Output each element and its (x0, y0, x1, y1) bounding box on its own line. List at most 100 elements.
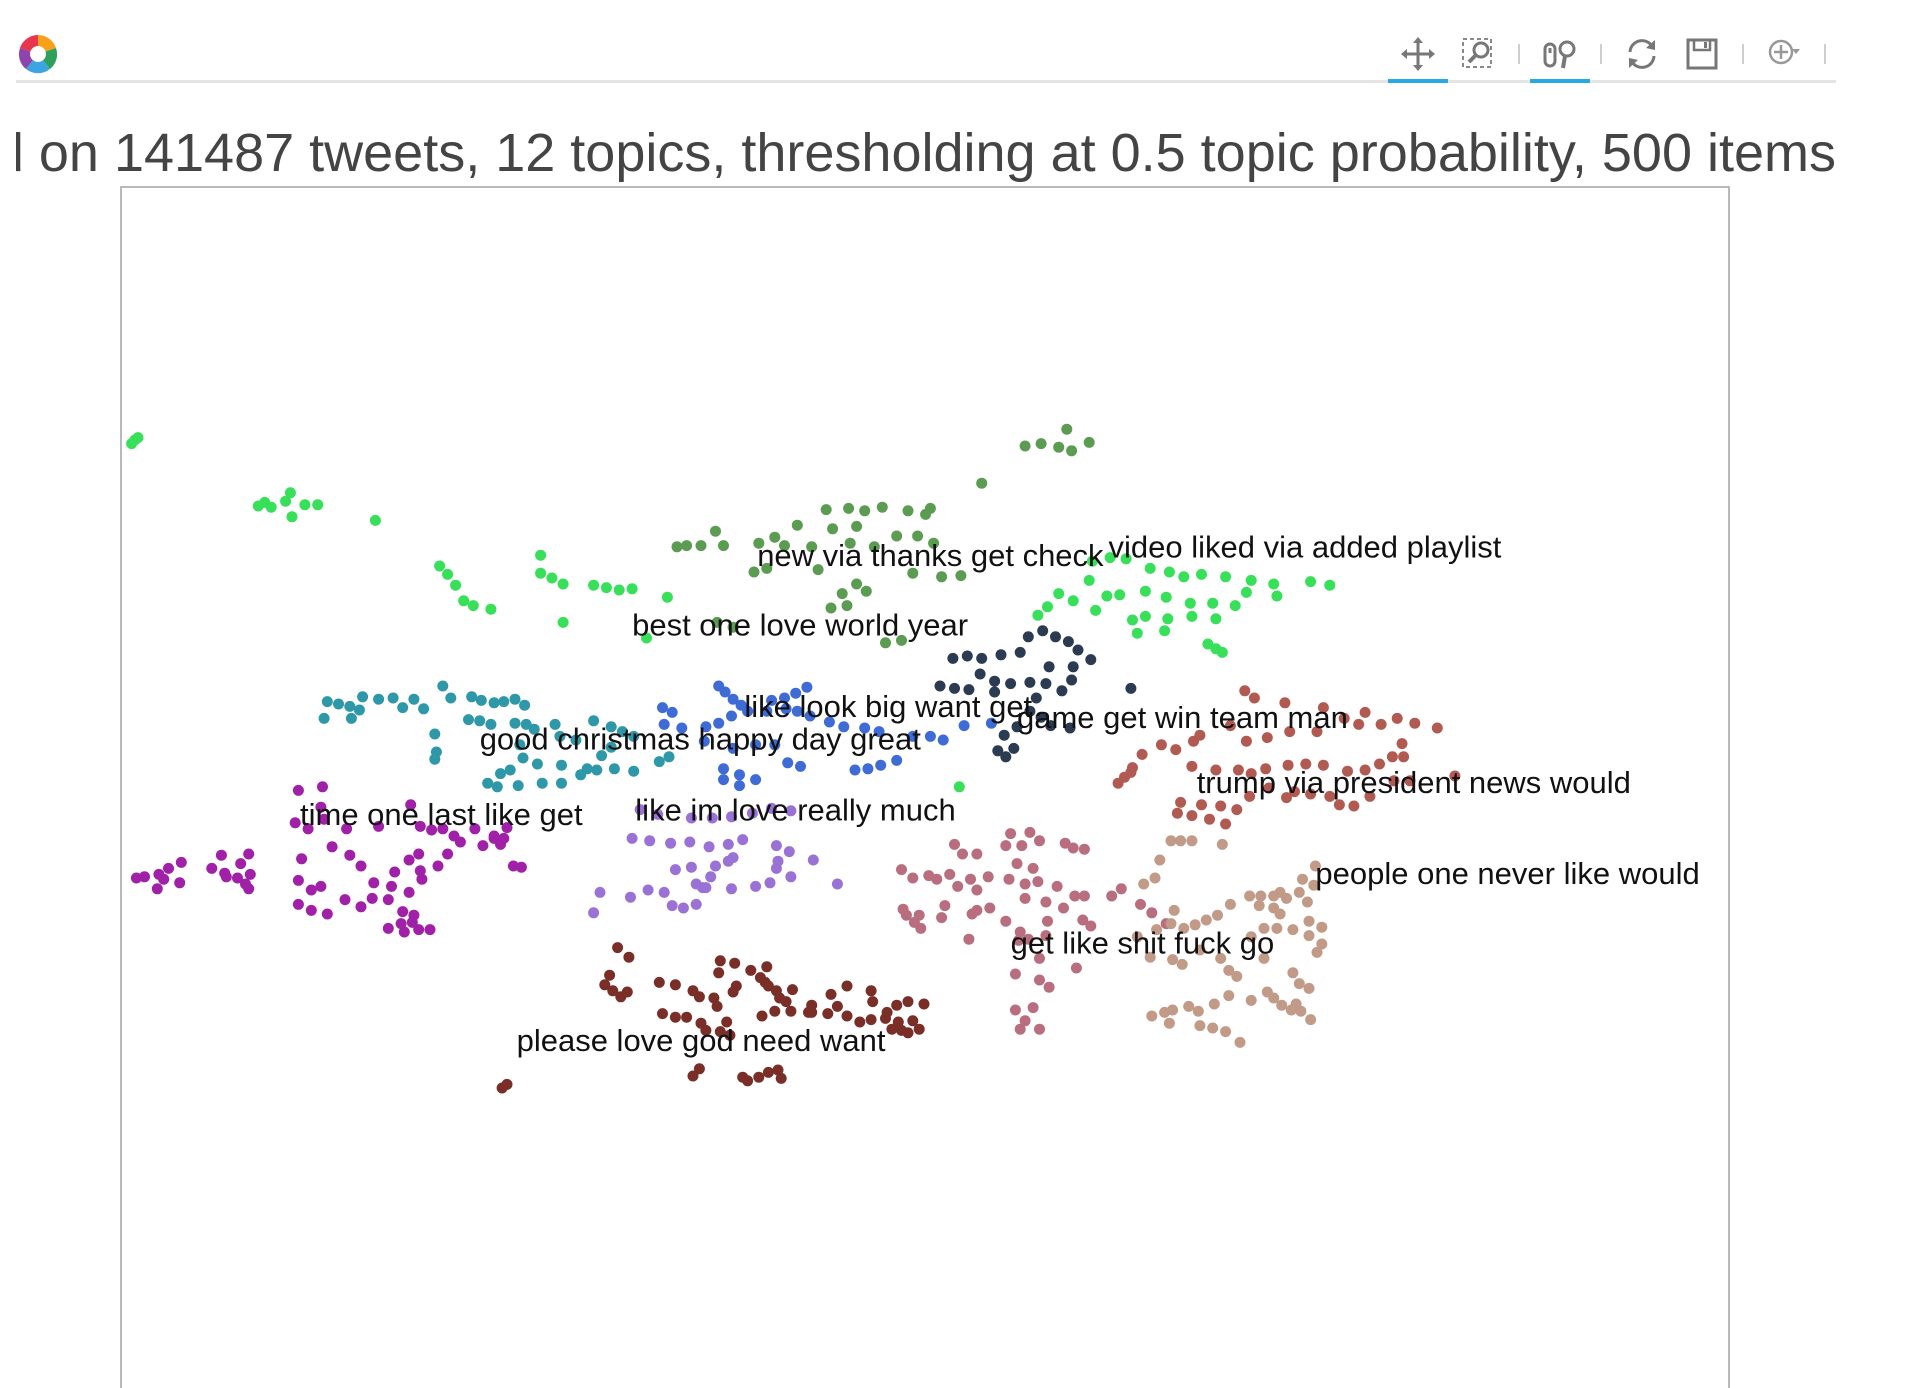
scatter-point[interactable] (1220, 571, 1232, 583)
scatter-point[interactable] (1388, 775, 1400, 787)
scatter-point[interactable] (998, 729, 1010, 741)
scatter-point[interactable] (1045, 720, 1057, 732)
scatter-point[interactable] (677, 902, 689, 914)
scatter-point[interactable] (713, 717, 725, 729)
scatter-point[interactable] (669, 979, 681, 991)
scatter-point[interactable] (742, 705, 754, 717)
scatter-point[interactable] (1261, 732, 1273, 744)
scatter-point[interactable] (918, 998, 930, 1010)
scatter-point[interactable] (1085, 654, 1097, 666)
scatter-point[interactable] (1061, 423, 1073, 435)
scatter-point[interactable] (546, 572, 558, 584)
scatter-point[interactable] (318, 712, 330, 724)
scatter-point[interactable] (1154, 854, 1166, 866)
scatter-point[interactable] (729, 957, 741, 969)
scatter-point[interactable] (681, 1011, 693, 1023)
scatter-point[interactable] (1019, 440, 1031, 452)
scatter-point[interactable] (936, 571, 948, 583)
scatter-point[interactable] (515, 861, 527, 873)
scatter-point[interactable] (1058, 902, 1069, 914)
scatter-point[interactable] (762, 1066, 774, 1078)
scatter-point[interactable] (685, 861, 697, 873)
scatter-point[interactable] (1131, 931, 1143, 943)
scatter-point[interactable] (1364, 790, 1376, 802)
scatter-point[interactable] (1308, 879, 1320, 891)
scatter-point[interactable] (804, 710, 816, 722)
scatter-point[interactable] (615, 991, 627, 1003)
scatter-point[interactable] (1066, 674, 1078, 686)
scatter-point[interactable] (1151, 924, 1163, 936)
scatter-point[interactable] (669, 1011, 681, 1023)
scatter-point[interactable] (626, 832, 638, 844)
scatter-point[interactable] (1005, 678, 1017, 690)
scatter-point[interactable] (1305, 576, 1317, 588)
scatter-point[interactable] (726, 710, 737, 722)
scatter-point[interactable] (989, 675, 1001, 687)
scatter-point[interactable] (652, 808, 664, 820)
scatter-point[interactable] (657, 1008, 668, 1020)
scatter-point[interactable] (1342, 765, 1353, 777)
scatter-point[interactable] (1231, 970, 1243, 982)
scatter-point[interactable] (1244, 890, 1256, 902)
scatter-point[interactable] (413, 848, 425, 860)
scatter-point[interactable] (535, 549, 547, 561)
scatter-point[interactable] (1077, 914, 1089, 926)
scatter-point[interactable] (424, 924, 436, 936)
scatter-point[interactable] (859, 722, 871, 734)
scatter-point[interactable] (1245, 931, 1257, 943)
scatter-point[interactable] (315, 880, 327, 892)
scatter-point[interactable] (718, 774, 729, 786)
scatter-point[interactable] (1034, 835, 1045, 847)
scatter-point[interactable] (937, 734, 949, 746)
scatter-point[interactable] (722, 855, 734, 867)
scatter-point[interactable] (1263, 782, 1275, 794)
scatter-point[interactable] (756, 1010, 768, 1022)
scatter-point[interactable] (1359, 764, 1371, 776)
scatter-point[interactable] (693, 991, 705, 1003)
scatter-point[interactable] (395, 918, 407, 930)
scatter-point[interactable] (1287, 967, 1299, 979)
scatter-point[interactable] (700, 721, 712, 733)
scatter-point[interactable] (1059, 837, 1071, 849)
scatter-point[interactable] (504, 764, 516, 776)
scatter-point[interactable] (315, 801, 327, 813)
scatter-point[interactable] (782, 757, 794, 769)
scatter-point[interactable] (653, 976, 665, 988)
scatter-point[interactable] (292, 784, 304, 796)
scatter-point[interactable] (599, 979, 611, 991)
scatter-point[interactable] (1170, 744, 1182, 756)
scatter-point[interactable] (626, 583, 638, 595)
scatter-point[interactable] (1282, 759, 1294, 771)
scatter-point[interactable] (772, 1064, 784, 1076)
scatter-point[interactable] (706, 812, 718, 824)
scatter-point[interactable] (902, 996, 914, 1008)
scatter-point[interactable] (753, 537, 765, 549)
scatter-point[interactable] (588, 579, 600, 591)
scatter-point[interactable] (1014, 1023, 1026, 1035)
scatter-point[interactable] (963, 933, 975, 945)
scatter-point[interactable] (1186, 610, 1198, 622)
scatter-point[interactable] (891, 754, 903, 766)
scatter-point[interactable] (897, 903, 909, 915)
scatter-point[interactable] (454, 836, 466, 848)
scatter-point[interactable] (1220, 1026, 1232, 1038)
scatter-point[interactable] (843, 502, 855, 514)
scatter-point[interactable] (1043, 981, 1055, 993)
scatter-point[interactable] (1165, 918, 1177, 930)
scatter-point[interactable] (495, 768, 506, 780)
scatter-point[interactable] (509, 717, 521, 729)
scatter-point[interactable] (549, 718, 561, 730)
scatter-point[interactable] (812, 564, 824, 576)
scatter-point[interactable] (976, 477, 988, 489)
scatter-point[interactable] (764, 877, 776, 889)
scatter-point[interactable] (1189, 919, 1201, 931)
scatter-point[interactable] (1271, 590, 1283, 602)
scatter-point[interactable] (403, 854, 415, 866)
scatter-point[interactable] (1064, 722, 1076, 734)
scatter-point[interactable] (825, 602, 837, 614)
scatter-point[interactable] (934, 680, 946, 692)
scatter-point[interactable] (1120, 553, 1132, 565)
scatter-point[interactable] (705, 871, 717, 883)
scatter-point[interactable] (174, 877, 186, 889)
scatter-point[interactable] (613, 584, 625, 596)
